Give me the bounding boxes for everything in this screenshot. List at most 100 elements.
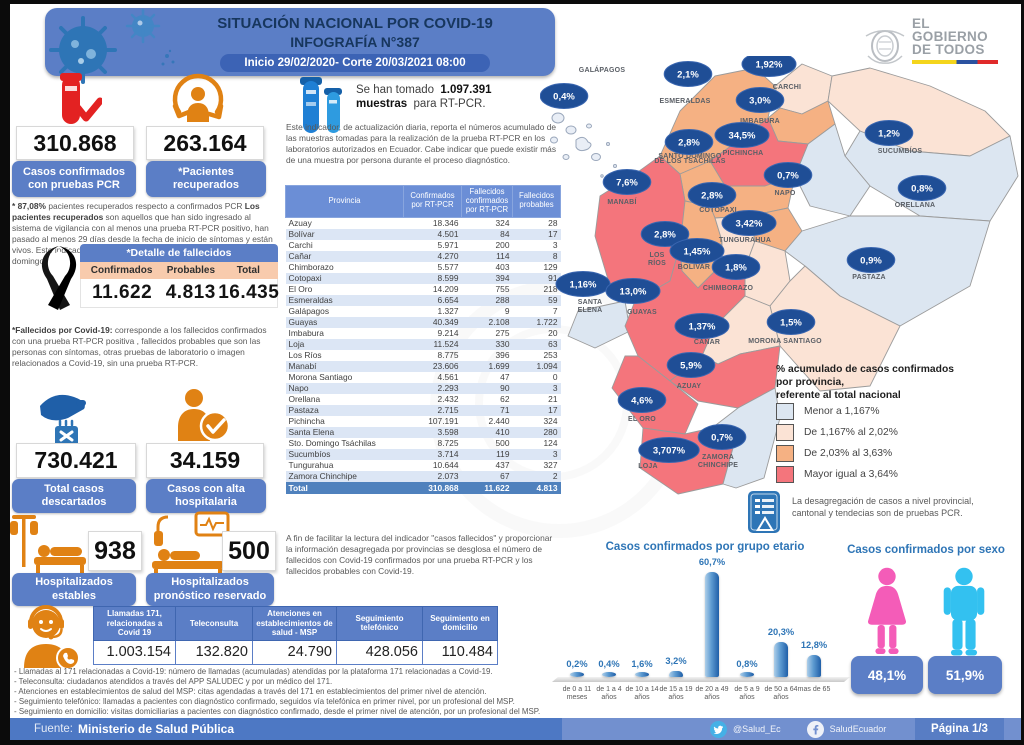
- province-value: 8: [512, 250, 561, 262]
- province-column-header: Provincia: [285, 185, 404, 218]
- map-pct-bubble: [605, 278, 661, 304]
- age-chart-title: Casos confirmados por grupo etario: [605, 541, 805, 553]
- age-bar-category: de 20 a 49 años: [695, 686, 729, 702]
- map-pct-bubble: [640, 221, 690, 247]
- age-bar: [570, 672, 584, 677]
- male-pct-box: 51,9%: [928, 656, 1002, 694]
- footer-facebook-handle[interactable]: SaludEcuador: [829, 724, 887, 734]
- province-name: Tungurahua: [288, 460, 334, 471]
- map-pct-bubble: [540, 83, 589, 109]
- age-bar-value: 1,6%: [631, 659, 653, 669]
- province-value: 114: [461, 250, 513, 262]
- footer-twitter-handle[interactable]: @Salud_Ec: [733, 724, 781, 734]
- map-legend-label: Menor a 1,167%: [804, 406, 880, 417]
- province-name: Morona Santiago: [288, 372, 353, 383]
- province-value: 2.715: [403, 404, 462, 416]
- map-pct-bubble: [864, 120, 914, 146]
- province-value: 2.073: [403, 470, 462, 482]
- discarded-cases-value: 730.421: [16, 443, 136, 478]
- map-pct-bubble: [846, 247, 896, 273]
- map-pct-value: 3,707%: [653, 445, 686, 456]
- province-row: Orellana 2.432 62 21: [286, 394, 561, 405]
- map-pct-value: 4,6%: [631, 395, 653, 406]
- map-pct-bubble: [766, 309, 816, 335]
- map-pct-bubble: [741, 56, 797, 77]
- deaths-note-bold: *Fallecidos por Covid-19:: [12, 325, 113, 335]
- map-pct-bubble: [721, 210, 777, 236]
- province-row: Sucumbíos 3.714 119 3: [285, 448, 561, 460]
- map-pct-value: 3,0%: [749, 95, 771, 106]
- province-value: 2.440: [488, 416, 510, 427]
- age-bar: [669, 671, 683, 677]
- province-row: Pichincha 107.191 2.440 324: [286, 416, 561, 427]
- province-value: 23.606: [403, 360, 462, 372]
- province-value: 403: [495, 262, 510, 273]
- map-legend-item: De 2,03% al 3,63%: [776, 445, 1008, 462]
- province-value: 5.577: [437, 262, 459, 273]
- map-pct-bubble: [714, 122, 770, 148]
- province-value: 1.722: [512, 316, 561, 328]
- map-province-label: BOLÍVAR: [678, 262, 710, 271]
- deaths-col-header: Total: [236, 265, 260, 276]
- header-subtitle: INFOGRAFÍA N°387: [290, 34, 420, 50]
- calls-value: 24.790: [252, 639, 337, 665]
- province-value: 90: [461, 382, 513, 394]
- province-row: Zamora Chinchipe 2.073 67 2: [285, 470, 561, 482]
- map-pct-value: 3,42%: [736, 218, 763, 229]
- reserved-hospitalized-value: 500: [222, 531, 276, 571]
- header-banner: SITUACIÓN NACIONAL POR COVID-19 INFOGRAF…: [45, 8, 555, 76]
- province-value: 107.191: [428, 416, 459, 427]
- stable-hospitalized-label: Hospitalizados estables: [12, 573, 136, 606]
- discharged-patient-icon: [178, 389, 231, 442]
- province-row: Napo 2.293 90 3: [285, 382, 561, 394]
- province-value: 17: [512, 404, 561, 416]
- province-value: 330: [461, 338, 513, 350]
- province-value: 129: [543, 262, 558, 273]
- province-value: 437: [495, 460, 510, 471]
- map-province-label: CHIMBORAZO: [703, 285, 754, 292]
- map-province-label: ORELLANA: [895, 202, 936, 209]
- map-province-label: NAPO: [774, 190, 795, 197]
- hospital-bed-iv-icon: [10, 515, 86, 575]
- province-total-row: Total 310.868 11.622 4.813: [285, 481, 561, 494]
- province-value: 500: [495, 438, 510, 449]
- province-row: Esmeraldas 6.654 288 59: [285, 294, 561, 306]
- province-value: 755: [495, 284, 510, 295]
- province-total-cell: Total: [285, 481, 404, 494]
- province-name: Cañar: [285, 250, 404, 262]
- province-row: Loja 11.524 330 63: [285, 338, 561, 350]
- ecuador-map: GALÁPAGOS ESMERALDAS CARCHI IMBABURA SUCUMBÍ…: [540, 56, 1019, 495]
- map-legend-item: De 1,167% al 2,02%: [776, 424, 1008, 441]
- twitter-icon[interactable]: [710, 720, 727, 738]
- age-bar: [740, 672, 754, 677]
- province-name: Zamora Chinchipe: [285, 470, 404, 482]
- calls-table: Llamadas 171, relacionadas a Covid 19 Tel…: [93, 606, 498, 665]
- province-value: 200: [495, 240, 510, 251]
- province-name: Guayas: [285, 316, 404, 328]
- province-value: 0: [552, 372, 558, 383]
- map-legend-title: % acumulado de casos confirmados por prov…: [776, 364, 1008, 403]
- map-province-label: ZAMORA CHINCHIPE: [698, 454, 738, 469]
- table-note: A fin de facilitar la lectura del indica…: [286, 533, 553, 576]
- province-row: El Oro 14.209 755 218: [286, 284, 561, 295]
- samples-text-2: muestras: [356, 98, 408, 110]
- map-pct-value: 0,4%: [553, 91, 575, 102]
- footnotes: - Llamadas al 171 relacionadas a Covid-1…: [14, 667, 570, 718]
- samples-count: 1.097.391: [440, 84, 492, 96]
- deaths-table-values: 11.622 4.813 16.435: [80, 279, 279, 308]
- province-value: 40.349: [403, 316, 462, 328]
- province-value: 327: [543, 460, 558, 471]
- calls-value: 110.484: [422, 639, 498, 665]
- province-value: 2.432: [437, 394, 459, 405]
- province-row: Sto. Domingo Tsáchilas 8.725 500 124: [286, 438, 561, 449]
- reserved-hospitalized-label: Hospitalizados pronóstico reservado: [146, 573, 274, 606]
- logo-line-3: DE TODOS: [912, 41, 985, 57]
- map-pct-bubble: [711, 254, 761, 280]
- province-value: 324: [495, 218, 510, 229]
- province-row: Azuay 18.346 324 28: [286, 217, 561, 229]
- map-pct-value: 0,7%: [711, 432, 733, 443]
- deaths-value: 11.622: [92, 282, 153, 303]
- map-legend-label: Mayor igual a 3,64%: [804, 469, 898, 480]
- facebook-icon[interactable]: [806, 720, 824, 738]
- map-province-label: AZUAY: [677, 383, 702, 390]
